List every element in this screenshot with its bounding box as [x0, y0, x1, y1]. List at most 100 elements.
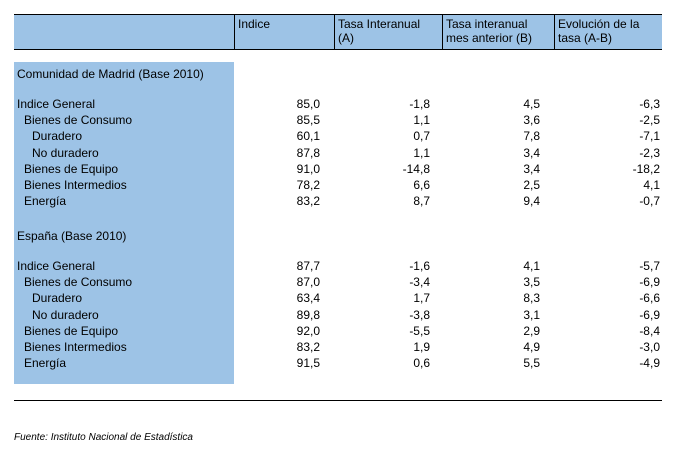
row-label: Duradero	[32, 291, 83, 306]
row-value: 63,4	[296, 291, 320, 306]
row-label: Bienes de Equipo	[24, 323, 119, 338]
label-column-background	[14, 62, 234, 384]
row-value: -1,8	[409, 97, 430, 111]
row-label: No duradero	[32, 145, 99, 160]
row-value: 60,1	[296, 129, 320, 144]
row-label: Energía	[24, 356, 67, 371]
table-row: Duradero 63,4 1,7 8,3 -6,6	[14, 290, 662, 306]
row-value: 78,2	[296, 178, 320, 192]
table-row: Bienes de Equipo 92,0 -5,5 2,9 -8,4	[14, 323, 662, 339]
row-value: 85,5	[296, 113, 320, 128]
row-label: No duradero	[32, 307, 99, 322]
row-value: 3,6	[523, 113, 540, 128]
row-value: 8,3	[523, 291, 540, 306]
row-value: 1,1	[413, 145, 430, 160]
row-value: 4,1	[523, 259, 540, 273]
row-value: -14,8	[402, 161, 430, 176]
row-label: Bienes Intermedios	[24, 340, 127, 354]
table-row: No duradero 89,8 -3,8 3,1 -6,9	[14, 307, 662, 323]
table-row: Indice General 85,0 -1,8 4,5 -6,3	[14, 96, 662, 112]
row-value: 92,0	[296, 323, 320, 338]
header-tasa-mes-anterior-line2: mes anterior (B)	[446, 31, 533, 45]
section-title: Comunidad de Madrid (Base 2010)	[14, 66, 662, 82]
row-label: Bienes de Consumo	[24, 113, 133, 128]
row-value: -18,2	[632, 161, 660, 176]
table-row: No duradero 87,8 1,1 3,4 -2,3	[14, 145, 662, 161]
header-tasa-mes-anterior: Tasa interanual mes anterior (B)	[442, 15, 554, 49]
header-tasa-interanual: Tasa Interanual (A)	[334, 15, 442, 49]
row-value: 3,4	[523, 145, 540, 160]
row-label: Energía	[24, 194, 67, 209]
row-value: -6,6	[639, 291, 660, 306]
row-value: -3,4	[409, 275, 430, 290]
row-value: 1,7	[413, 291, 430, 306]
table-row: Energía 83,2 8,7 9,4 -0,7	[14, 193, 662, 209]
row-value: 3,1	[523, 307, 540, 322]
header-evolucion-line1: Evolución de la	[558, 17, 640, 31]
section-title-text: Comunidad de Madrid (Base 2010)	[17, 67, 204, 81]
table-row: Bienes de Equipo 91,0 -14,8 3,4 -18,2	[14, 161, 662, 177]
table-row: Energía 91,5 0,6 5,5 -4,9	[14, 355, 662, 371]
table-row: Indice General 87,7 -1,6 4,1 -5,7	[14, 258, 662, 274]
row-value: -6,9	[639, 275, 660, 290]
row-value: -2,3	[639, 145, 660, 160]
row-value: 87,8	[296, 145, 320, 160]
row-value: -7,1	[639, 129, 660, 144]
row-value: 1,1	[413, 113, 430, 128]
row-value: -4,9	[639, 356, 660, 371]
header-indice-text: Indice	[238, 17, 271, 31]
row-value: 91,5	[296, 356, 320, 371]
row-value: 4,1	[643, 178, 660, 192]
row-value: 4,5	[523, 97, 540, 111]
table-row: Duradero 60,1 0,7 7,8 -7,1	[14, 128, 662, 144]
row-value: -6,3	[639, 97, 660, 111]
row-value: -6,9	[639, 307, 660, 322]
row-value: -0,7	[639, 194, 660, 209]
row-value: 83,2	[296, 340, 320, 354]
row-value: 8,7	[413, 194, 430, 209]
row-value: 91,0	[296, 161, 320, 176]
row-label: Duradero	[32, 129, 83, 144]
row-value: 5,5	[523, 356, 540, 371]
row-value: -3,8	[409, 307, 430, 322]
header-tasa-interanual-line1: Tasa Interanual	[338, 17, 421, 31]
row-value: 0,6	[413, 356, 430, 371]
row-value: 7,8	[523, 129, 540, 144]
row-label: Bienes Intermedios	[24, 178, 127, 192]
header-evolucion-line2: tasa (A-B)	[558, 31, 613, 45]
row-value: 0,7	[413, 129, 430, 144]
row-value: -8,4	[639, 323, 660, 338]
row-value: 83,2	[296, 194, 320, 209]
row-value: 2,9	[523, 323, 540, 338]
row-value: 2,5	[523, 178, 540, 192]
header-tasa-mes-anterior-line1: Tasa interanual	[446, 17, 528, 31]
row-value: 87,7	[296, 259, 320, 273]
row-value: 1,9	[413, 340, 430, 354]
row-value: -3,0	[639, 340, 660, 354]
section-title: España (Base 2010)	[14, 228, 662, 244]
row-value: 4,9	[523, 340, 540, 354]
row-value: -5,7	[639, 259, 660, 273]
table-row: Bienes Intermedios 83,2 1,9 4,9 -3,0	[14, 339, 662, 355]
row-value: 89,8	[296, 307, 320, 322]
row-value: 6,6	[413, 178, 430, 192]
header-indice: Indice	[234, 15, 334, 49]
row-value: -1,6	[409, 259, 430, 273]
row-label: Bienes de Consumo	[24, 275, 133, 290]
row-value: -5,5	[409, 323, 430, 338]
source-note: Fuente: Instituto Nacional de Estadístic…	[14, 432, 193, 443]
bottom-rule	[14, 400, 662, 401]
row-value: 3,4	[523, 161, 540, 176]
table-row: Bienes de Consumo 85,5 1,1 3,6 -2,5	[14, 112, 662, 128]
header-evolucion: Evolución de la tasa (A-B)	[554, 15, 662, 49]
row-label: Indice General	[17, 259, 96, 273]
table-header: Indice Tasa Interanual (A) Tasa interanu…	[14, 14, 662, 50]
row-value: 9,4	[523, 194, 540, 209]
table-row: Bienes Intermedios 78,2 6,6 2,5 4,1	[14, 177, 662, 193]
header-tasa-interanual-line2: (A)	[338, 31, 354, 45]
row-value: 87,0	[296, 275, 320, 290]
section-title-text: España (Base 2010)	[17, 229, 127, 243]
row-label: Indice General	[17, 97, 96, 111]
row-value: -2,5	[639, 113, 660, 128]
row-value: 3,5	[523, 275, 540, 290]
